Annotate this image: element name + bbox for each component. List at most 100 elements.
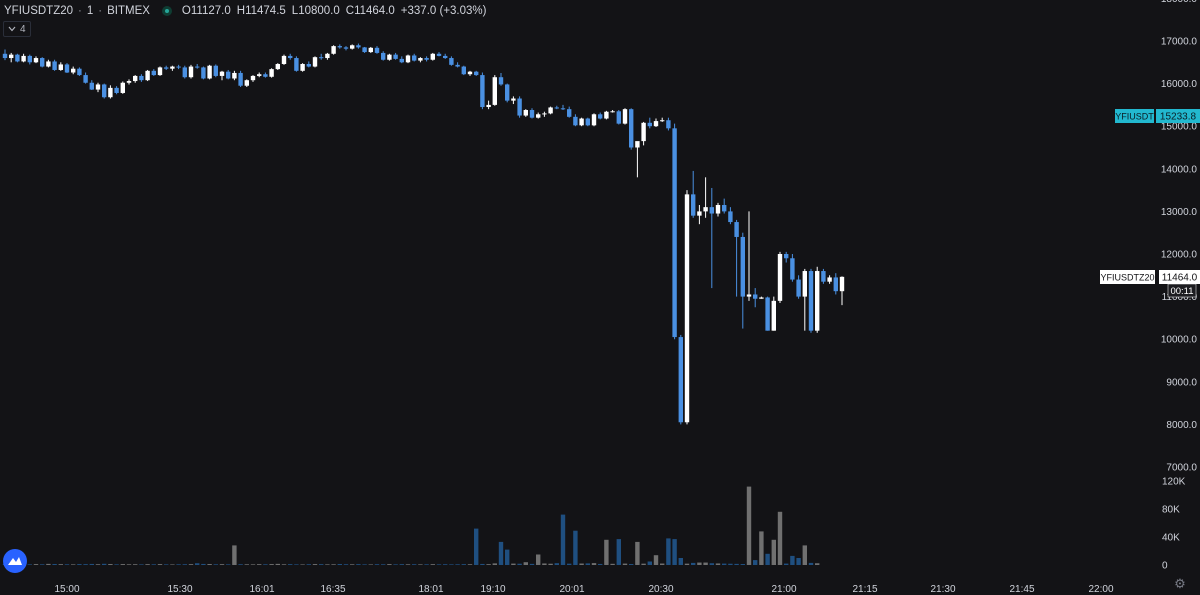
candle-body: [461, 66, 466, 75]
candle-body: [622, 109, 628, 124]
candle-body: [337, 46, 342, 48]
volume-bar: [784, 563, 789, 565]
volume-bar: [374, 564, 380, 565]
candle-body: [21, 55, 26, 62]
volume-bar: [263, 564, 268, 565]
time-tick-label: 16:35: [320, 584, 345, 595]
volume-bar: [126, 564, 132, 565]
price-tick-label: 7000.0: [1166, 463, 1197, 474]
volume-bar: [715, 563, 721, 565]
interval[interactable]: 1: [86, 5, 94, 17]
candle-body: [517, 98, 522, 116]
candle-body: [759, 297, 764, 299]
volume-bar: [585, 563, 590, 565]
candle-body: [436, 53, 442, 56]
market-status-icon: [161, 6, 172, 16]
volume-bar: [40, 564, 45, 565]
volume-bar: [145, 564, 150, 565]
candle-body: [573, 116, 578, 126]
volume-bar: [529, 563, 535, 565]
volume-bar: [312, 564, 318, 565]
volume-bar: [89, 563, 94, 565]
candle-body: [399, 58, 404, 63]
candle-body: [412, 55, 417, 61]
candle-body: [610, 111, 615, 113]
volume-bar: [660, 563, 665, 565]
volume-bar: [232, 545, 237, 565]
volume-bar: [722, 563, 727, 565]
open-value: 11127.0: [190, 5, 231, 17]
candle-body: [666, 120, 671, 129]
volume-bar: [108, 564, 113, 565]
volume-bar: [616, 539, 621, 565]
candle-body: [443, 55, 448, 59]
candle-body: [653, 121, 659, 127]
candle-body: [269, 69, 274, 77]
candle-body: [746, 294, 752, 297]
price-tick-label: 8000.0: [1166, 420, 1197, 431]
gear-icon[interactable]: ⚙: [1174, 576, 1186, 591]
symbol-name[interactable]: YFIUSDTZ20: [4, 5, 74, 17]
time-axis[interactable]: 15:00 15:30 16:01 16:35 18:01 19:10 20:01 20:30…: [54, 584, 1113, 595]
bar-countdown: 00:11: [1170, 286, 1193, 297]
candle-body: [579, 118, 584, 126]
volume-bar: [281, 564, 287, 565]
volume-bar: [610, 563, 615, 565]
candle-body: [821, 271, 826, 282]
price-tick-label: 10000.0: [1161, 335, 1198, 346]
candle-body: [164, 67, 169, 69]
candle-body: [684, 194, 690, 423]
separator: ·: [98, 5, 103, 17]
candle-body: [176, 66, 181, 68]
price-axis[interactable]: 7000.0 8000.0 9000.0 10000.0 11000.0 12000.0 1…: [1161, 0, 1198, 474]
volume-bar: [455, 564, 460, 565]
candle-body: [486, 104, 491, 108]
candle-body: [306, 64, 311, 67]
candle-body: [9, 54, 14, 59]
candle-body: [2, 53, 8, 59]
volume-axis[interactable]: 0 40K 80K 120K: [1162, 477, 1186, 572]
volume-bar: [46, 563, 51, 565]
candle-body: [374, 47, 380, 53]
candle-body: [542, 113, 547, 115]
candle-body: [585, 118, 590, 126]
volume-bar: [771, 539, 776, 565]
volume-bar: [27, 564, 32, 565]
candle-body: [83, 75, 88, 83]
price-tick-label: 15000.0: [1161, 122, 1198, 133]
volume-bar: [381, 564, 386, 565]
volume-bar: [505, 549, 510, 565]
volume-bar: [796, 558, 801, 565]
candle-body: [765, 297, 770, 331]
volume-bar: [815, 563, 820, 565]
candle-body: [777, 254, 783, 301]
tradingview-logo-icon[interactable]: [3, 549, 27, 573]
volume-bar: [350, 564, 355, 565]
candle-body: [226, 71, 231, 79]
volume-bar: [362, 564, 367, 565]
candle-body: [660, 120, 665, 122]
volume-bar: [188, 564, 194, 565]
volume-bar: [629, 564, 634, 565]
candle-body: [40, 58, 45, 67]
indicators-toggle[interactable]: 4: [3, 21, 31, 37]
candle-body: [418, 58, 423, 61]
volume-bar: [33, 564, 39, 565]
volume-bar: [697, 562, 702, 565]
volume-bar: [492, 563, 497, 565]
exchange: BITMEX: [107, 5, 150, 17]
volume-bar: [58, 564, 63, 565]
candle-body: [740, 236, 745, 297]
candle-body: [263, 74, 268, 77]
volume-bar: [71, 564, 76, 565]
volume-bar: [703, 562, 708, 565]
yfiusdt-badge-label: YFIUSDT: [1115, 112, 1154, 122]
candle-body: [505, 84, 510, 101]
volume-bar: [709, 563, 714, 565]
volume-bar: [275, 563, 280, 565]
volume-bar: [753, 560, 758, 565]
volume-bar: [746, 486, 752, 565]
candle-body: [474, 71, 479, 76]
price-tick-label: 14000.0: [1161, 164, 1198, 175]
